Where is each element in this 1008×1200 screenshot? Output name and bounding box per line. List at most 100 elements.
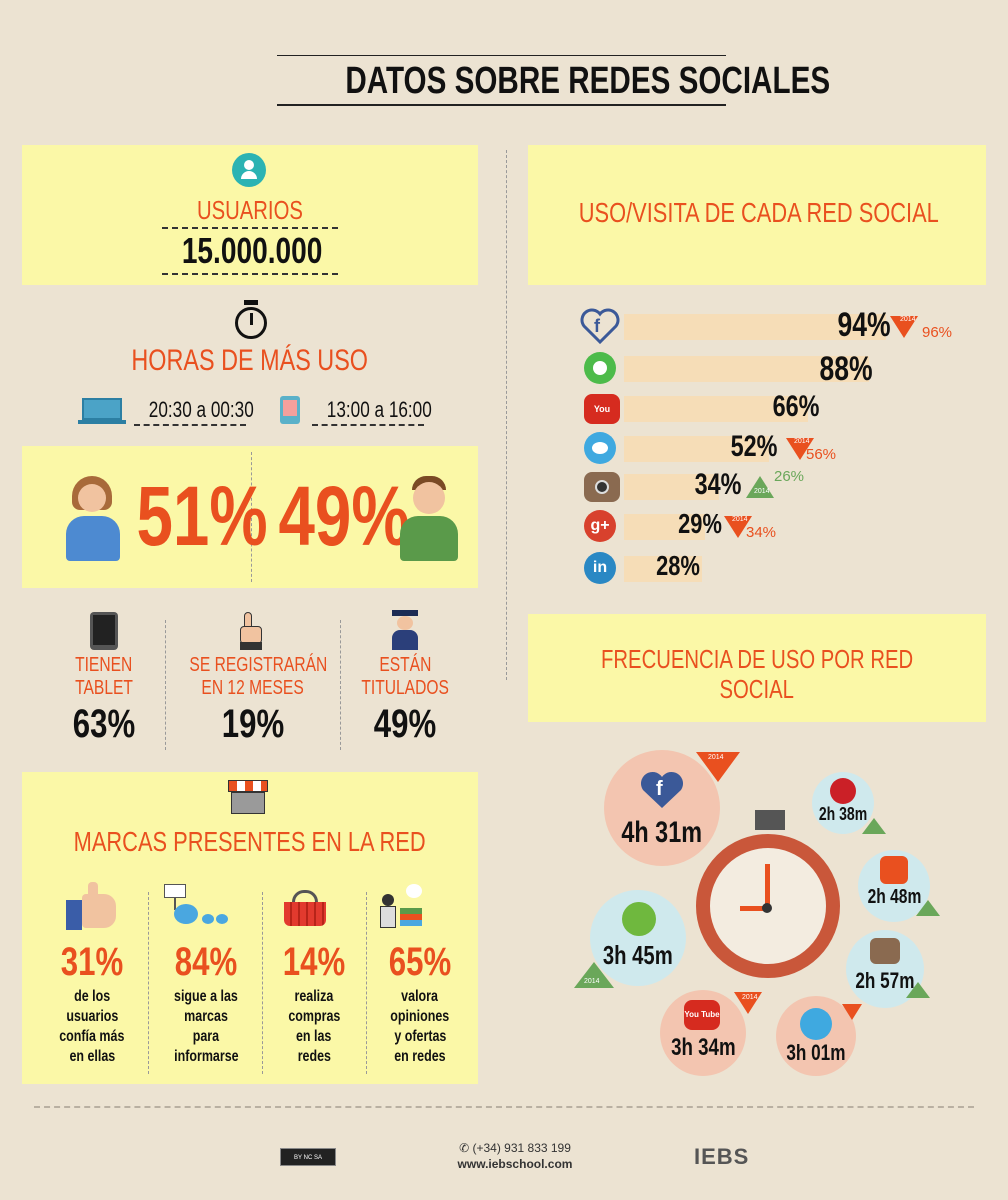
brands-panel: MARCAS PRESENTES EN LA RED 31% de los us… <box>22 772 478 1084</box>
page-title: DATOS SOBRE REDES SOCIALES <box>277 55 830 106</box>
freq-up-badoo <box>916 900 940 916</box>
bar-instagram <box>624 474 719 500</box>
man-icon <box>394 476 464 561</box>
user-icon <box>232 153 266 187</box>
footer-web[interactable]: www.iebschool.com <box>457 1157 573 1171</box>
change-googleplus: 34% <box>746 524 777 541</box>
bar-whatsapp <box>624 356 869 382</box>
mobile-hours: 13:00 a 16:00 <box>326 397 432 422</box>
freq-instagram: 2h 57m <box>855 968 915 993</box>
stat-register-value: 19% <box>221 702 285 746</box>
change-facebook: 96% <box>922 324 953 341</box>
usage-panel: USO/VISITA DE CADA RED SOCIAL <box>528 145 986 285</box>
stat-graduated-value: 49% <box>373 702 437 746</box>
stat-graduated-label2: TITULADOS <box>361 677 449 699</box>
mobile-icon <box>280 396 300 424</box>
freq-up-instagram <box>906 982 930 998</box>
instagram-icon <box>870 938 900 964</box>
woman-icon <box>58 476 128 561</box>
graduate-icon <box>390 610 420 650</box>
bar-youtube <box>624 396 808 422</box>
hours-title: HORAS DE MÁS USO <box>131 344 369 377</box>
brand-opinion-l1: valora <box>401 988 439 1005</box>
spotify-icon <box>622 902 656 936</box>
basket-icon <box>284 890 326 926</box>
brand-follow-l4: informarse <box>173 1048 239 1065</box>
frequency-title2: SOCIAL <box>719 674 795 704</box>
freq-down-twitter <box>842 1004 862 1020</box>
value-facebook: 94% <box>837 306 891 344</box>
brand-opinion-value: 65% <box>388 940 452 984</box>
laptop-icon <box>78 398 126 424</box>
brand-opinion-l2: opiniones <box>390 1008 450 1025</box>
brand-opinion-l3: y ofertas <box>393 1028 447 1045</box>
brand-trust-l4: en ellas <box>69 1048 115 1065</box>
twitter-icon <box>800 1008 832 1040</box>
column-divider <box>506 150 507 680</box>
brand-follow-value: 84% <box>174 940 238 984</box>
tablet-icon <box>90 612 118 650</box>
footer-divider <box>34 1106 974 1108</box>
bubble-instagram: 2h 57m <box>846 930 924 1008</box>
freq-twitter: 3h 01m <box>786 1040 846 1065</box>
value-googleplus: 29% <box>678 508 722 539</box>
clock-icon <box>696 834 840 978</box>
stat-tablet-label1: TIENEN <box>75 654 133 676</box>
youtube-icon: You Tube <box>584 394 620 444</box>
brands-title: MARCAS PRESENTES EN LA RED <box>74 826 426 857</box>
change-twitter: 56% <box>806 446 837 463</box>
freq-pinterest: 2h 38m <box>818 804 868 824</box>
usage-title: USO/VISITA DE CADA RED SOCIAL <box>578 197 939 228</box>
change-up-instagram <box>746 476 774 498</box>
gender-panel: 51% 49% <box>22 446 478 588</box>
stat-register-label1: SE REGISTRARÁN <box>189 654 328 676</box>
stat-tablet-label2: TABLET <box>75 677 133 699</box>
bar-twitter <box>624 436 769 462</box>
license-text: BY NC SA <box>294 1155 322 1161</box>
facebook-heart-icon: f <box>580 308 620 345</box>
store-icon <box>228 780 268 814</box>
linkedin-icon: in <box>584 552 616 584</box>
bar-googleplus <box>624 514 705 540</box>
female-percent: 51% <box>136 469 268 563</box>
value-whatsapp: 88% <box>819 350 873 388</box>
iebs-logo: IEBS <box>694 1144 750 1169</box>
title-text: DATOS SOBRE REDES SOCIALES <box>345 60 831 102</box>
change-down-facebook <box>890 316 918 338</box>
change-down-twitter <box>786 438 814 460</box>
brand-follow-l2: marcas <box>184 1008 228 1025</box>
frequency-panel: FRECUENCIA DE USO POR RED SOCIAL <box>528 614 986 722</box>
brand-trust-value: 31% <box>60 940 124 984</box>
bubble-badoo: 2h 48m <box>858 850 930 922</box>
value-linkedin: 28% <box>656 550 700 581</box>
freq-facebook: 4h 31m <box>621 816 703 849</box>
value-youtube: 66% <box>772 390 820 423</box>
phone-icon: ✆ <box>459 1141 470 1155</box>
laptop-hours: 20:30 a 00:30 <box>148 397 254 422</box>
value-twitter: 52% <box>730 430 778 463</box>
freq-up-pinterest <box>862 818 886 834</box>
hand-pointer-icon <box>236 612 264 650</box>
stat-register-label2: EN 12 MESES <box>201 677 305 699</box>
value-instagram: 34% <box>694 468 742 501</box>
instagram-icon <box>584 472 620 502</box>
pinterest-icon <box>830 778 856 804</box>
freq-down-youtube <box>734 992 762 1014</box>
thumbs-up-icon <box>66 882 118 930</box>
brand-buy-l2: compras <box>287 1008 341 1025</box>
usage-chart: f 94% 2014 96% 88% You Tube 66% 52% 2014… <box>580 304 980 594</box>
brand-buy-l3: en las <box>296 1028 332 1045</box>
brand-opinion-l4: en redes <box>394 1048 446 1065</box>
brand-follow-l1: sigue a las <box>174 988 238 1005</box>
change-down-googleplus <box>724 516 752 538</box>
facebook-heart-icon: f <box>638 770 686 810</box>
users-panel: USUARIOS 15.000.000 <box>22 145 478 285</box>
brand-buy-l1: realiza <box>294 988 334 1005</box>
brand-trust-l2: usuarios <box>65 1008 119 1025</box>
stat-graduated-label1: ESTÁN <box>378 654 432 676</box>
bar-facebook <box>624 314 886 340</box>
users-value: 15.000.000 <box>181 230 323 271</box>
bubble-youtube: You Tube 3h 34m <box>660 990 746 1076</box>
brand-trust-l3: confía más <box>59 1028 125 1045</box>
brand-buy-l4: redes <box>297 1048 331 1065</box>
